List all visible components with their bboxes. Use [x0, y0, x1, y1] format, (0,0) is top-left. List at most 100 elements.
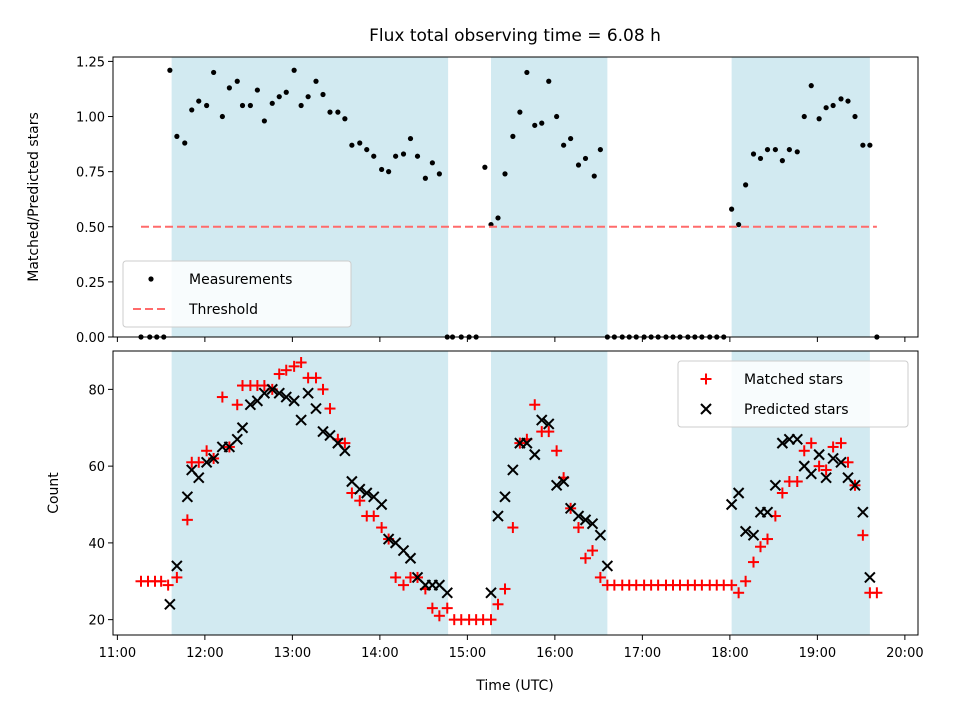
data-point	[557, 475, 570, 488]
data-point	[193, 456, 205, 468]
data-point	[524, 69, 530, 76]
data-point	[502, 171, 508, 177]
data-point	[441, 587, 453, 599]
data-point	[791, 433, 803, 445]
data-point	[283, 89, 289, 95]
data-point	[216, 391, 228, 403]
data-point	[174, 133, 180, 139]
data-point	[280, 391, 292, 403]
data-point	[835, 456, 847, 469]
bottom-panel: 20 40 60 80 11:00 12:00 13:00 14:00 15:00 16:00 17…	[46, 350, 924, 661]
legend-label: Threshold	[188, 302, 258, 318]
data-point	[349, 142, 355, 148]
data-point	[529, 399, 541, 411]
data-point	[436, 171, 442, 177]
data-point	[554, 113, 560, 120]
data-point	[776, 437, 789, 449]
data-point	[827, 441, 839, 453]
data-point	[492, 510, 504, 522]
data-point	[857, 506, 869, 518]
data-point	[845, 98, 851, 104]
data-point	[816, 116, 822, 122]
data-point	[390, 571, 402, 583]
data-point	[791, 475, 803, 487]
data-point	[507, 464, 519, 476]
data-point	[594, 571, 606, 583]
data-point	[193, 471, 205, 484]
y-tick-label: 40	[88, 537, 105, 552]
data-point	[404, 552, 417, 564]
data-point	[386, 169, 392, 175]
x-tick-label: 11:00	[99, 646, 136, 661]
data-point	[729, 206, 735, 212]
data-point	[327, 109, 333, 115]
data-point	[499, 491, 511, 503]
data-point	[269, 100, 275, 106]
legend: Measurements Threshold	[122, 260, 352, 328]
data-point	[813, 460, 825, 472]
x-tick-label: 16:00	[536, 646, 573, 661]
x-tick-label: 20:00	[886, 646, 923, 661]
x-tick-label: 18:00	[711, 646, 748, 661]
data-point	[510, 133, 516, 139]
data-point	[258, 387, 271, 399]
legend-label: Matched stars	[744, 372, 843, 388]
data-point	[231, 433, 243, 445]
data-point	[181, 491, 194, 503]
data-point	[398, 579, 409, 591]
data-point	[273, 387, 285, 399]
data-point	[543, 426, 555, 438]
data-point	[579, 514, 592, 526]
data-point	[539, 120, 545, 126]
data-point	[532, 122, 538, 128]
data-point	[433, 610, 445, 622]
data-point	[871, 587, 883, 599]
x-tick-label: 15:00	[449, 646, 486, 661]
data-point	[400, 151, 407, 157]
data-point	[379, 166, 385, 173]
data-point	[860, 142, 866, 148]
data-point	[361, 487, 373, 499]
data-point	[313, 78, 319, 84]
series-matched-stars	[135, 357, 883, 626]
data-point	[572, 510, 585, 522]
data-point	[842, 456, 854, 468]
y-tick-label: 60	[88, 460, 105, 475]
data-point	[776, 487, 788, 499]
data-point	[551, 445, 563, 457]
data-point	[295, 414, 307, 426]
y-tick-label: 0.00	[76, 331, 105, 346]
data-point	[288, 360, 300, 372]
data-point	[813, 448, 825, 461]
data-point	[231, 399, 243, 411]
data-point	[867, 142, 873, 148]
data-point	[597, 146, 603, 153]
data-point	[779, 158, 785, 164]
data-point	[743, 182, 749, 188]
data-point	[320, 91, 326, 98]
data-point	[485, 614, 497, 626]
x-tick-label: 19:00	[799, 646, 836, 661]
y-tick-label: 0.50	[76, 221, 105, 236]
data-point	[495, 215, 501, 221]
data-point	[805, 437, 817, 449]
data-point	[725, 498, 738, 511]
data-point	[164, 598, 176, 611]
series-predicted-stars	[164, 383, 876, 611]
data-point	[507, 522, 519, 534]
data-point	[601, 560, 614, 572]
data-point	[155, 575, 167, 587]
data-point	[189, 107, 195, 113]
data-point	[207, 452, 220, 465]
legend-label: Predicted stars	[744, 402, 849, 418]
data-point	[769, 479, 782, 492]
data-point	[798, 445, 810, 457]
data-point	[226, 85, 232, 91]
data-point	[482, 164, 488, 170]
data-point	[550, 479, 563, 492]
data-point	[786, 146, 792, 153]
data-point	[586, 517, 599, 530]
data-point	[288, 395, 300, 407]
data-point	[529, 448, 541, 461]
data-point	[305, 94, 311, 100]
